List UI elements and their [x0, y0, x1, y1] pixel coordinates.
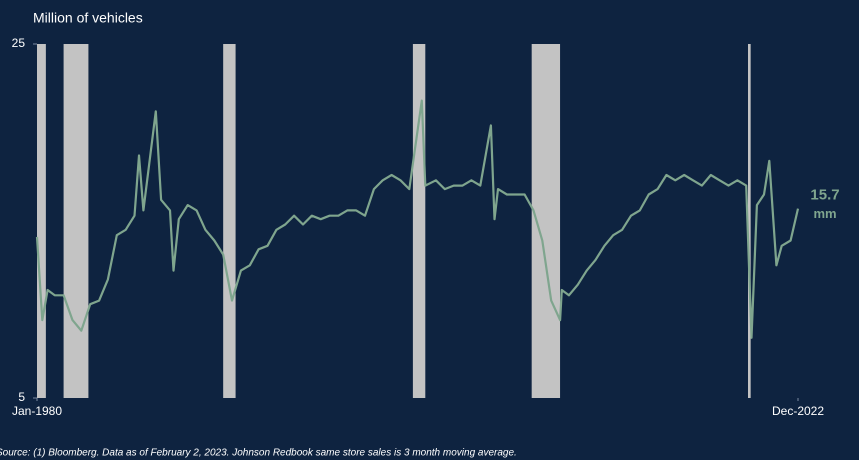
recession-band — [223, 44, 236, 398]
recession-band — [412, 44, 426, 398]
series-line — [35, 99, 800, 339]
y-tick-label: 5 — [18, 390, 25, 404]
y-axis-title: Million of vehicles — [33, 10, 143, 26]
end-unit-label: mm — [813, 206, 836, 221]
source-note: Source: (1) Bloomberg. Data as of Februa… — [0, 448, 517, 459]
recession-band — [63, 44, 89, 398]
x-tick-label: Dec-2022 — [772, 404, 824, 418]
x-tick-label: Jan-1980 — [12, 404, 62, 418]
recession-band — [747, 44, 751, 398]
y-tick-label: 25 — [12, 36, 26, 50]
recession-band — [37, 44, 46, 398]
end-value-label: 15.7 — [810, 187, 839, 204]
